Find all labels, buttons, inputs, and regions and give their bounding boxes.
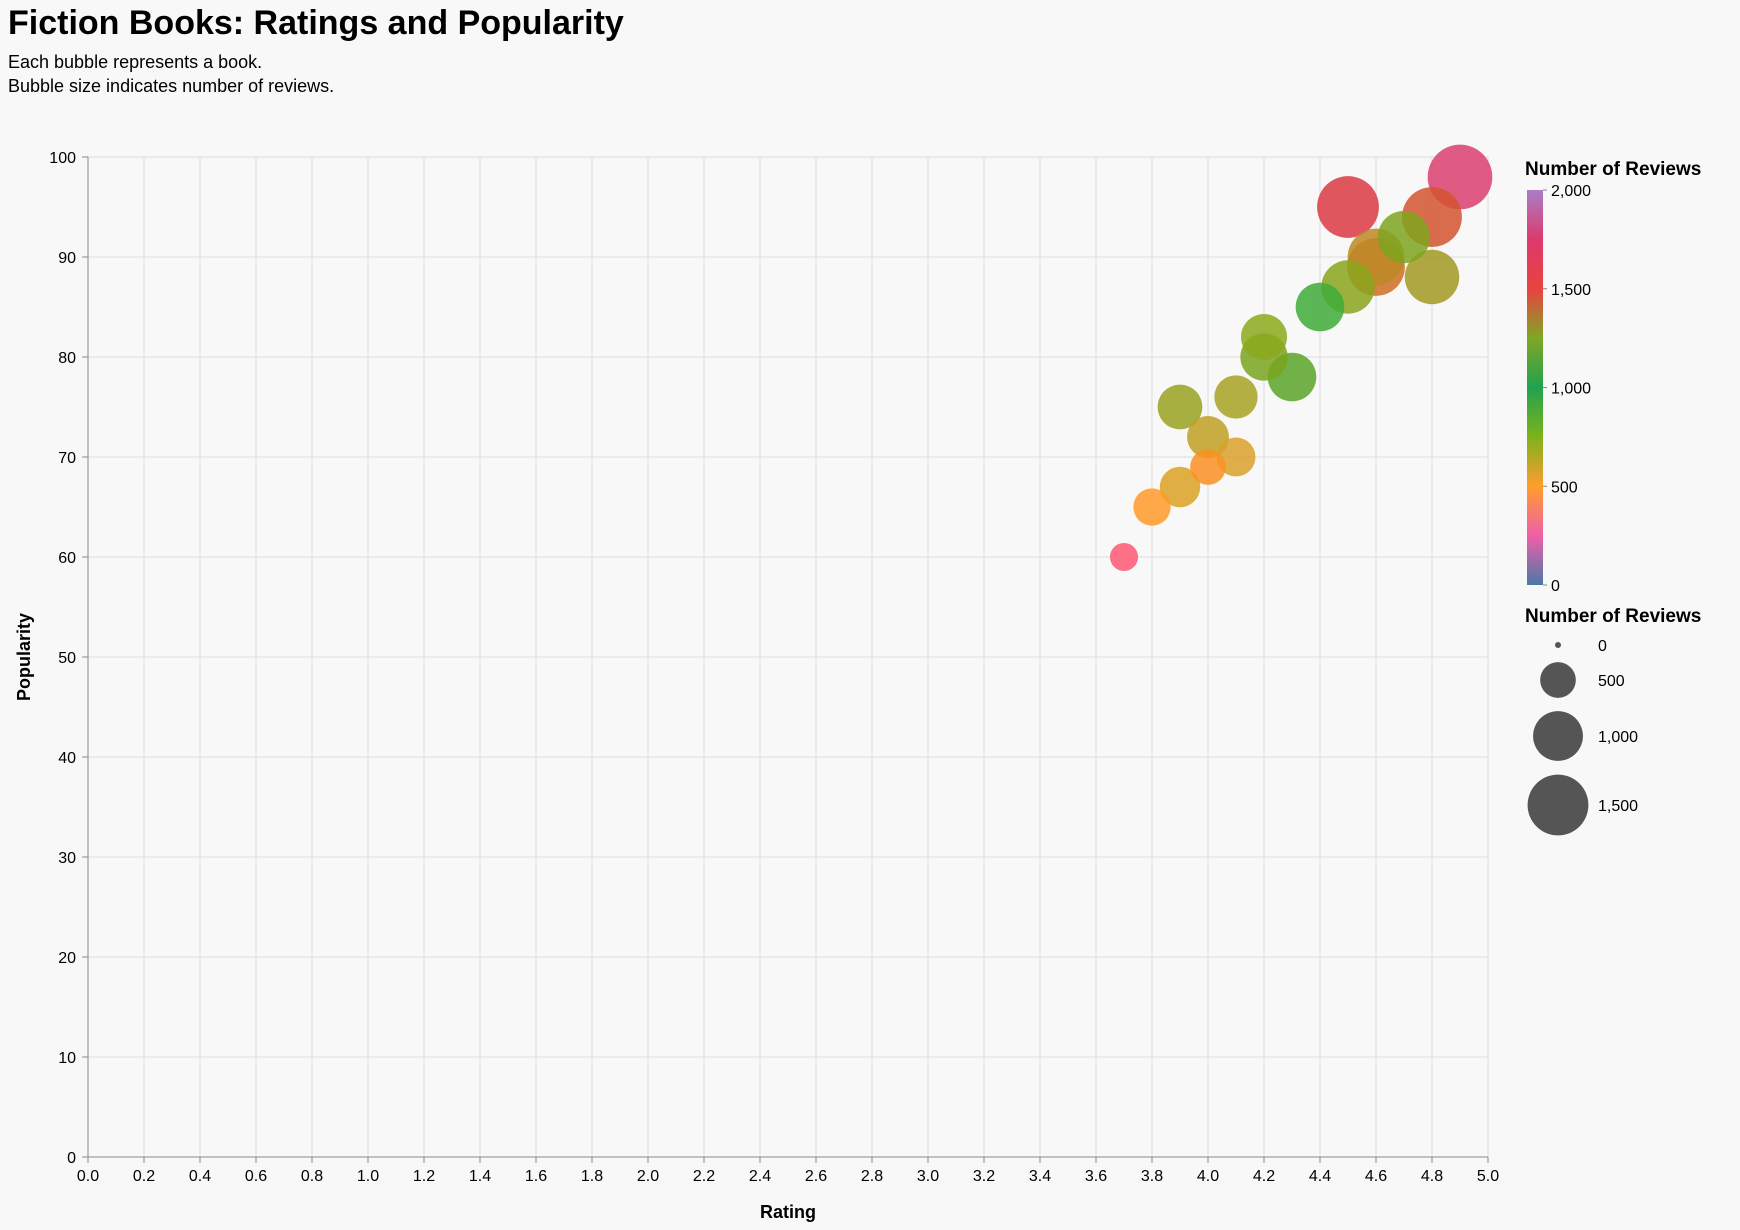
book-bubble bbox=[1159, 466, 1201, 508]
x-tick-label: 4.6 bbox=[1365, 1168, 1387, 1185]
book-bubble bbox=[1216, 437, 1256, 477]
x-tick-label: 4.2 bbox=[1253, 1168, 1275, 1185]
y-tick-label: 100 bbox=[49, 150, 76, 167]
book-bubble bbox=[1157, 384, 1203, 430]
color-legend-label: 2,000 bbox=[1551, 183, 1591, 200]
size-legend-label: 0 bbox=[1598, 638, 1607, 655]
size-legend-label: 1,000 bbox=[1598, 729, 1638, 746]
legends: Number of Reviews 2,000 1,500 1,000 500 0 Numb… bbox=[1525, 159, 1701, 836]
x-tick-label: 0.6 bbox=[245, 1168, 267, 1185]
y-tick-label: 90 bbox=[58, 250, 76, 267]
book-bubble bbox=[1190, 449, 1226, 485]
x-tick-label: 3.8 bbox=[1141, 1168, 1163, 1185]
color-legend-label: 500 bbox=[1551, 479, 1578, 496]
x-tick-label: 0.0 bbox=[77, 1168, 99, 1185]
y-tick-label: 0 bbox=[67, 1150, 76, 1167]
x-tick-label: 2.6 bbox=[805, 1168, 827, 1185]
x-tick-label: 3.0 bbox=[917, 1168, 939, 1185]
color-legend-label: 0 bbox=[1551, 578, 1560, 595]
x-tick-label: 5.0 bbox=[1477, 1168, 1499, 1185]
x-axis-title: Rating bbox=[760, 1202, 816, 1222]
x-tick-label: 2.4 bbox=[749, 1168, 771, 1185]
size-legend-label: 500 bbox=[1598, 673, 1625, 690]
x-tick-label: 1.6 bbox=[525, 1168, 547, 1185]
x-tick-label: 3.6 bbox=[1085, 1168, 1107, 1185]
color-legend-title: Number of Reviews bbox=[1525, 159, 1701, 180]
y-tick-label: 10 bbox=[58, 1050, 76, 1067]
color-legend-label: 1,000 bbox=[1551, 381, 1591, 398]
book-bubble bbox=[1404, 249, 1460, 305]
y-tick-label: 30 bbox=[58, 850, 76, 867]
book-bubble bbox=[1295, 282, 1345, 332]
x-tick-label: 2.2 bbox=[693, 1168, 715, 1185]
y-axis-title: Popularity bbox=[14, 613, 34, 701]
x-tick-label: 2.0 bbox=[637, 1168, 659, 1185]
x-tick-label: 1.2 bbox=[413, 1168, 435, 1185]
color-legend-label: 1,500 bbox=[1551, 282, 1591, 299]
x-tick-label: 3.2 bbox=[973, 1168, 995, 1185]
x-tick-label: 0.8 bbox=[301, 1168, 323, 1185]
size-legend-label: 1,500 bbox=[1598, 798, 1638, 815]
y-tick-label: 60 bbox=[58, 550, 76, 567]
book-bubble bbox=[1317, 176, 1379, 238]
book-bubble bbox=[1377, 210, 1431, 264]
x-tick-label: 1.0 bbox=[357, 1168, 379, 1185]
book-bubble bbox=[1214, 375, 1258, 419]
y-tick-label: 70 bbox=[58, 450, 76, 467]
y-tick-label: 50 bbox=[58, 650, 76, 667]
chart-subtitle-line-1: Each bubble represents a book. bbox=[8, 52, 263, 72]
y-tick-label: 20 bbox=[58, 950, 76, 967]
x-tick-label: 1.4 bbox=[469, 1168, 491, 1185]
book-bubble bbox=[1109, 542, 1139, 572]
color-legend-gradient bbox=[1527, 190, 1543, 585]
x-tick-label: 4.4 bbox=[1309, 1168, 1331, 1185]
x-tick-label: 4.0 bbox=[1197, 1168, 1219, 1185]
chart-subtitle-line-2: Bubble size indicates number of reviews. bbox=[8, 76, 335, 96]
chart-title: Fiction Books: Ratings and Popularity bbox=[8, 4, 624, 42]
size-legend-bubble bbox=[1555, 642, 1561, 648]
book-bubble bbox=[1133, 488, 1171, 526]
size-legend-bubble bbox=[1527, 774, 1589, 836]
x-tick-label: 1.8 bbox=[581, 1168, 603, 1185]
x-tick-label: 2.8 bbox=[861, 1168, 883, 1185]
size-legend-title: Number of Reviews bbox=[1525, 606, 1701, 627]
data-points bbox=[1109, 144, 1493, 572]
y-tick-label: 80 bbox=[58, 350, 76, 367]
axes: 0.0 0.2 0.4 0.6 0.8 1.0 1.2 1.4 1.6 1.8 2.0 2.2 2.4 2… bbox=[14, 150, 1499, 1222]
x-tick-label: 0.4 bbox=[189, 1168, 211, 1185]
x-tick-label: 4.8 bbox=[1421, 1168, 1443, 1185]
book-bubble bbox=[1187, 416, 1229, 458]
size-legend-bubble bbox=[1540, 662, 1576, 698]
y-tick-label: 40 bbox=[58, 750, 76, 767]
x-tick-label: 0.2 bbox=[133, 1168, 155, 1185]
grid bbox=[87, 156, 1489, 1158]
size-legend-bubble bbox=[1533, 711, 1583, 761]
x-tick-label: 3.4 bbox=[1029, 1168, 1051, 1185]
book-bubble bbox=[1240, 313, 1288, 361]
